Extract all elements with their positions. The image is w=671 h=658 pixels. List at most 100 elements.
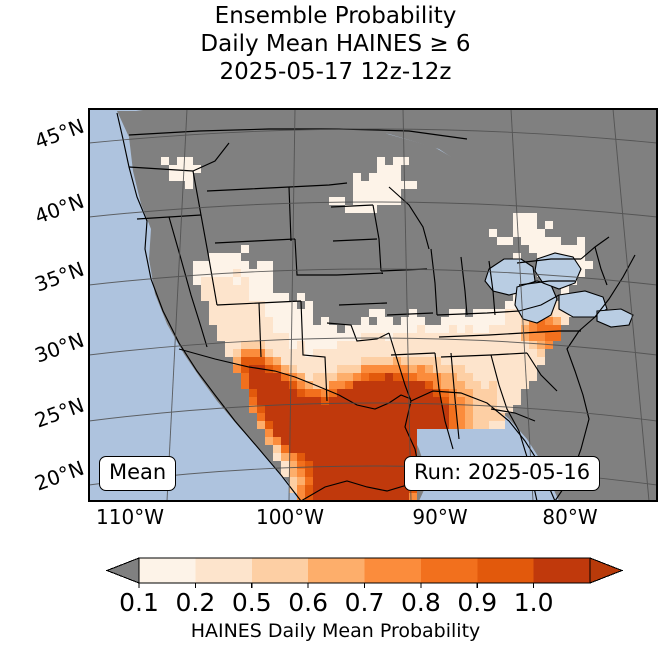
probability-cell: [361, 453, 369, 461]
probability-cell: [401, 357, 409, 365]
probability-cell: [401, 341, 409, 349]
probability-cell: [329, 405, 337, 413]
probability-cell: [481, 325, 489, 333]
probability-cell: [361, 461, 369, 469]
probability-cell: [233, 333, 241, 341]
probability-cell: [313, 405, 321, 413]
probability-cell: [425, 357, 433, 365]
probability-cell: [385, 389, 393, 397]
probability-cell: [553, 245, 561, 253]
probability-cell: [401, 493, 409, 501]
probability-cell: [337, 469, 345, 477]
probability-cell: [265, 429, 273, 437]
annotation-run[interactable]: Run: 2025-05-16: [404, 456, 601, 491]
probability-cell: [417, 421, 425, 429]
probability-cell: [473, 357, 481, 365]
probability-cell: [257, 357, 265, 365]
probability-cell: [505, 381, 513, 389]
probability-cell: [385, 317, 393, 325]
probability-cell: [521, 373, 529, 381]
probability-cell: [369, 357, 377, 365]
probability-cell: [249, 349, 257, 357]
probability-cell: [369, 197, 377, 205]
probability-cell: [265, 269, 273, 277]
probability-cell: [385, 413, 393, 421]
probability-cell: [529, 245, 537, 253]
probability-cell: [457, 405, 465, 413]
probability-cell: [433, 325, 441, 333]
probability-cell: [273, 301, 281, 309]
probability-cell: [233, 357, 241, 365]
probability-cell: [297, 477, 305, 485]
probability-cell: [273, 333, 281, 341]
probability-cell: [449, 405, 457, 413]
probability-cell: [521, 317, 529, 325]
probability-cell: [265, 349, 273, 357]
probability-cell: [417, 357, 425, 365]
probability-cell: [401, 325, 409, 333]
probability-cell: [561, 317, 569, 325]
probability-cell: [257, 333, 265, 341]
probability-cell: [209, 269, 217, 277]
probability-cell: [417, 349, 425, 357]
probability-cell: [345, 381, 353, 389]
annotation-member[interactable]: Mean: [99, 456, 177, 491]
probability-cell: [281, 421, 289, 429]
probability-cell: [313, 445, 321, 453]
probability-cell: [441, 373, 449, 381]
map-panel[interactable]: [88, 108, 658, 502]
probability-cell: [465, 413, 473, 421]
probability-cell: [369, 181, 377, 189]
probability-cell: [297, 341, 305, 349]
probability-cell: [537, 357, 545, 365]
probability-cell: [201, 293, 209, 301]
probability-cell: [481, 413, 489, 421]
probability-cell: [505, 301, 513, 309]
colorbar[interactable]: [0, 553, 671, 599]
probability-cell: [297, 293, 305, 301]
probability-cell: [433, 341, 441, 349]
probability-cell: [257, 381, 265, 389]
probability-cell: [249, 285, 257, 293]
probability-cell: [265, 389, 273, 397]
probability-cell: [209, 301, 217, 309]
probability-cell: [513, 221, 521, 229]
probability-cell: [241, 309, 249, 317]
probability-cell: [337, 453, 345, 461]
probability-cell: [393, 173, 401, 181]
probability-cell: [377, 317, 385, 325]
probability-cell: [361, 437, 369, 445]
probability-cell: [281, 325, 289, 333]
probability-cell: [465, 405, 473, 413]
probability-cell: [305, 381, 313, 389]
probability-cell: [409, 373, 417, 381]
probability-cell: [577, 245, 585, 253]
probability-cell: [417, 341, 425, 349]
probability-cell: [345, 421, 353, 429]
probability-cell: [513, 389, 521, 397]
probability-cell: [393, 365, 401, 373]
probability-cell: [281, 309, 289, 317]
probability-cell: [241, 349, 249, 357]
probability-cell: [553, 333, 561, 341]
probability-cell: [521, 237, 529, 245]
probability-cell: [441, 357, 449, 365]
probability-cell: [161, 157, 169, 165]
probability-cell: [393, 397, 401, 405]
probability-cell: [241, 381, 249, 389]
probability-cell: [289, 365, 297, 373]
probability-cell: [449, 349, 457, 357]
probability-cell: [513, 309, 521, 317]
probability-cell: [489, 229, 497, 237]
probability-cell: [369, 477, 377, 485]
probability-cell: [369, 341, 377, 349]
probability-cell: [225, 309, 233, 317]
lat-tick-30n: 30°N: [31, 327, 88, 368]
probability-cell: [465, 317, 473, 325]
probability-cell: [473, 373, 481, 381]
probability-cell: [337, 429, 345, 437]
probability-cell: [329, 493, 337, 501]
probability-cell: [201, 269, 209, 277]
probability-cell: [505, 389, 513, 397]
probability-cell: [441, 405, 449, 413]
